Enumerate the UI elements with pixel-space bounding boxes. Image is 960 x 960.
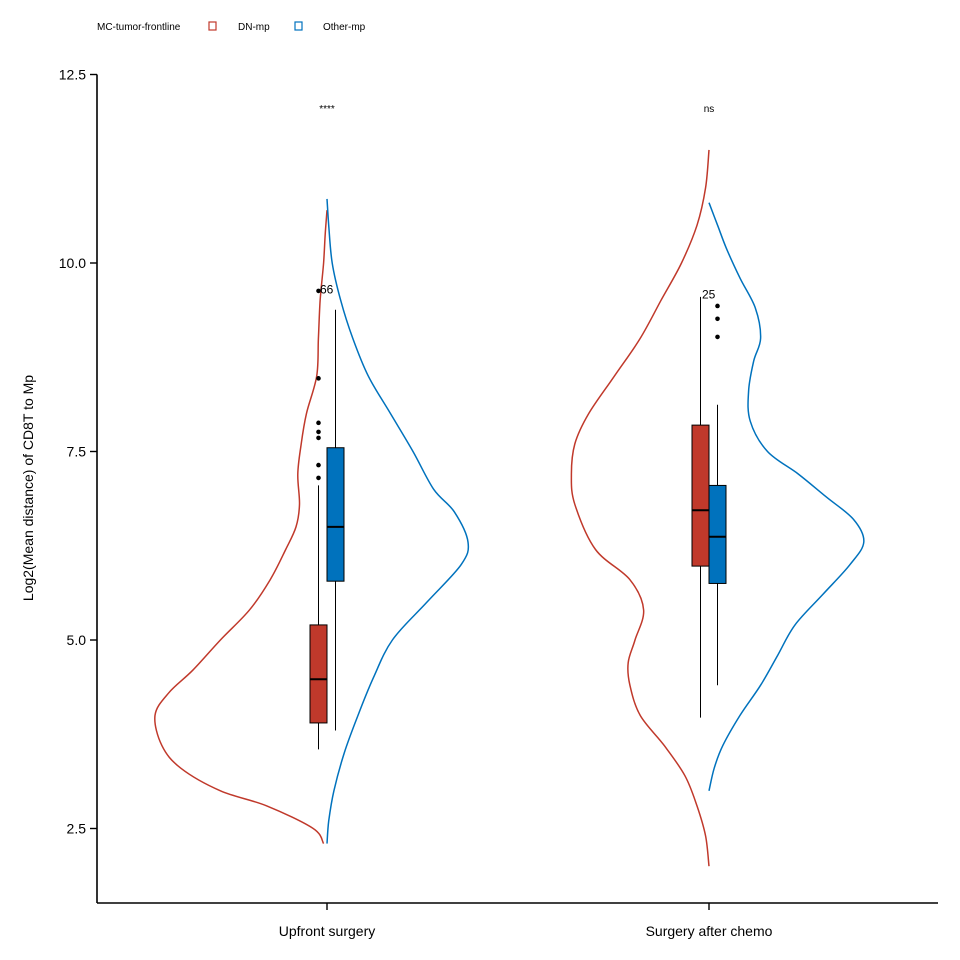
box-other-1 xyxy=(708,484,727,584)
legend-label-other-mp: Other-mp xyxy=(323,22,366,33)
y-tick-label: 5.0 xyxy=(67,632,87,648)
box-dn-1 xyxy=(691,424,710,567)
violin-other-1 xyxy=(708,202,865,791)
outlier-point xyxy=(316,288,321,294)
legend-label-dn-mp: DN-mp xyxy=(238,22,270,33)
box-other-0 xyxy=(326,447,345,582)
outlier-point xyxy=(316,462,321,468)
outlier-point xyxy=(316,429,321,435)
legend-swatch-dn-mp xyxy=(208,21,217,31)
y-tick-label: 2.5 xyxy=(67,821,87,837)
legend-title: MC-tumor-frontline xyxy=(97,22,181,33)
outlier-point xyxy=(715,303,720,309)
y-tick-label: 12.5 xyxy=(59,67,86,83)
x-axis: Upfront surgery Surgery after chemo xyxy=(97,902,938,939)
significance-label: **** xyxy=(319,104,335,115)
y-tick-label: 10.0 xyxy=(59,255,86,271)
violin-dn-1 xyxy=(570,149,710,867)
plot-area: 66 25 **** ns xyxy=(154,104,865,867)
legend: MC-tumor-frontline DN-mp Other-mp xyxy=(97,21,366,33)
y-tick-label: 7.5 xyxy=(67,444,87,460)
legend-swatch-other-mp xyxy=(294,21,303,31)
violin-dn-0 xyxy=(154,210,328,845)
outlier-point xyxy=(316,435,321,441)
y-axis-title: Log2(Mean distance) of CD8T to Mp xyxy=(20,375,36,601)
significance-label: ns xyxy=(704,104,715,115)
outlier-point xyxy=(715,316,720,322)
outlier-point xyxy=(316,475,321,481)
x-tick-label: Upfront surgery xyxy=(279,923,375,939)
outlier-point xyxy=(316,376,321,381)
box-dn-0 xyxy=(309,624,328,724)
violin-other-0 xyxy=(326,198,470,844)
sample-size-label: 66 xyxy=(320,282,334,296)
outlier-point xyxy=(316,420,321,426)
y-axis: 2.5 5.0 7.5 10.0 12.5 xyxy=(59,67,98,903)
sample-size-label: 25 xyxy=(702,288,716,302)
x-tick-label: Surgery after chemo xyxy=(646,923,773,939)
outlier-point xyxy=(715,334,720,340)
